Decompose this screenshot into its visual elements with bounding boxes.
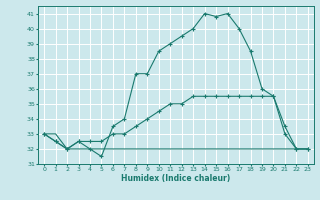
X-axis label: Humidex (Indice chaleur): Humidex (Indice chaleur) [121,174,231,183]
